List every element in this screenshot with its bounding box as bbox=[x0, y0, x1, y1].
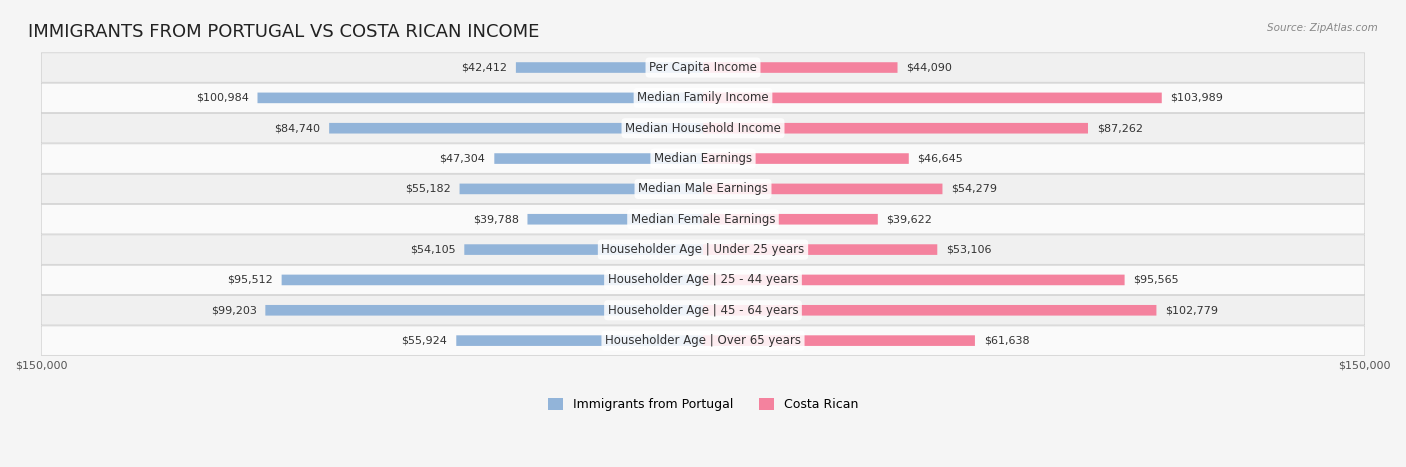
Text: $39,788: $39,788 bbox=[472, 214, 519, 224]
Text: $55,924: $55,924 bbox=[402, 336, 447, 346]
Text: $61,638: $61,638 bbox=[984, 336, 1029, 346]
Text: $99,203: $99,203 bbox=[211, 305, 256, 315]
Text: Median Male Earnings: Median Male Earnings bbox=[638, 183, 768, 195]
FancyBboxPatch shape bbox=[703, 62, 897, 73]
Text: Householder Age | 25 - 44 years: Householder Age | 25 - 44 years bbox=[607, 274, 799, 286]
Text: $54,105: $54,105 bbox=[411, 245, 456, 255]
FancyBboxPatch shape bbox=[703, 153, 908, 164]
Text: $84,740: $84,740 bbox=[274, 123, 321, 133]
Text: $103,989: $103,989 bbox=[1171, 93, 1223, 103]
Text: Median Household Income: Median Household Income bbox=[626, 122, 780, 134]
FancyBboxPatch shape bbox=[41, 174, 1365, 204]
Text: $55,182: $55,182 bbox=[405, 184, 451, 194]
FancyBboxPatch shape bbox=[703, 244, 938, 255]
FancyBboxPatch shape bbox=[266, 305, 703, 316]
Text: IMMIGRANTS FROM PORTUGAL VS COSTA RICAN INCOME: IMMIGRANTS FROM PORTUGAL VS COSTA RICAN … bbox=[28, 23, 540, 42]
FancyBboxPatch shape bbox=[41, 113, 1365, 143]
FancyBboxPatch shape bbox=[41, 205, 1365, 234]
FancyBboxPatch shape bbox=[703, 184, 942, 194]
Text: $54,279: $54,279 bbox=[952, 184, 997, 194]
Text: Householder Age | Over 65 years: Householder Age | Over 65 years bbox=[605, 334, 801, 347]
Text: Median Family Income: Median Family Income bbox=[637, 92, 769, 105]
FancyBboxPatch shape bbox=[41, 53, 1365, 82]
Text: $47,304: $47,304 bbox=[440, 154, 485, 163]
Text: Householder Age | 45 - 64 years: Householder Age | 45 - 64 years bbox=[607, 304, 799, 317]
FancyBboxPatch shape bbox=[703, 92, 1161, 103]
Text: $53,106: $53,106 bbox=[946, 245, 991, 255]
FancyBboxPatch shape bbox=[281, 275, 703, 285]
FancyBboxPatch shape bbox=[329, 123, 703, 134]
FancyBboxPatch shape bbox=[703, 214, 877, 225]
Text: Median Female Earnings: Median Female Earnings bbox=[631, 213, 775, 226]
Text: $44,090: $44,090 bbox=[907, 63, 952, 72]
FancyBboxPatch shape bbox=[460, 184, 703, 194]
FancyBboxPatch shape bbox=[41, 326, 1365, 355]
Text: $102,779: $102,779 bbox=[1166, 305, 1218, 315]
Text: $95,565: $95,565 bbox=[1133, 275, 1180, 285]
FancyBboxPatch shape bbox=[516, 62, 703, 73]
Text: Per Capita Income: Per Capita Income bbox=[650, 61, 756, 74]
FancyBboxPatch shape bbox=[703, 275, 1125, 285]
FancyBboxPatch shape bbox=[495, 153, 703, 164]
FancyBboxPatch shape bbox=[41, 83, 1365, 113]
FancyBboxPatch shape bbox=[257, 92, 703, 103]
FancyBboxPatch shape bbox=[703, 305, 1156, 316]
FancyBboxPatch shape bbox=[41, 296, 1365, 325]
FancyBboxPatch shape bbox=[527, 214, 703, 225]
Text: $42,412: $42,412 bbox=[461, 63, 508, 72]
FancyBboxPatch shape bbox=[41, 144, 1365, 173]
FancyBboxPatch shape bbox=[41, 265, 1365, 295]
Text: Source: ZipAtlas.com: Source: ZipAtlas.com bbox=[1267, 23, 1378, 33]
FancyBboxPatch shape bbox=[703, 335, 974, 346]
Legend: Immigrants from Portugal, Costa Rican: Immigrants from Portugal, Costa Rican bbox=[543, 393, 863, 416]
Text: $46,645: $46,645 bbox=[918, 154, 963, 163]
FancyBboxPatch shape bbox=[703, 123, 1088, 134]
Text: $95,512: $95,512 bbox=[226, 275, 273, 285]
Text: Householder Age | Under 25 years: Householder Age | Under 25 years bbox=[602, 243, 804, 256]
FancyBboxPatch shape bbox=[41, 235, 1365, 264]
Text: $87,262: $87,262 bbox=[1097, 123, 1143, 133]
Text: Median Earnings: Median Earnings bbox=[654, 152, 752, 165]
FancyBboxPatch shape bbox=[464, 244, 703, 255]
FancyBboxPatch shape bbox=[457, 335, 703, 346]
Text: $100,984: $100,984 bbox=[195, 93, 249, 103]
Text: $39,622: $39,622 bbox=[887, 214, 932, 224]
